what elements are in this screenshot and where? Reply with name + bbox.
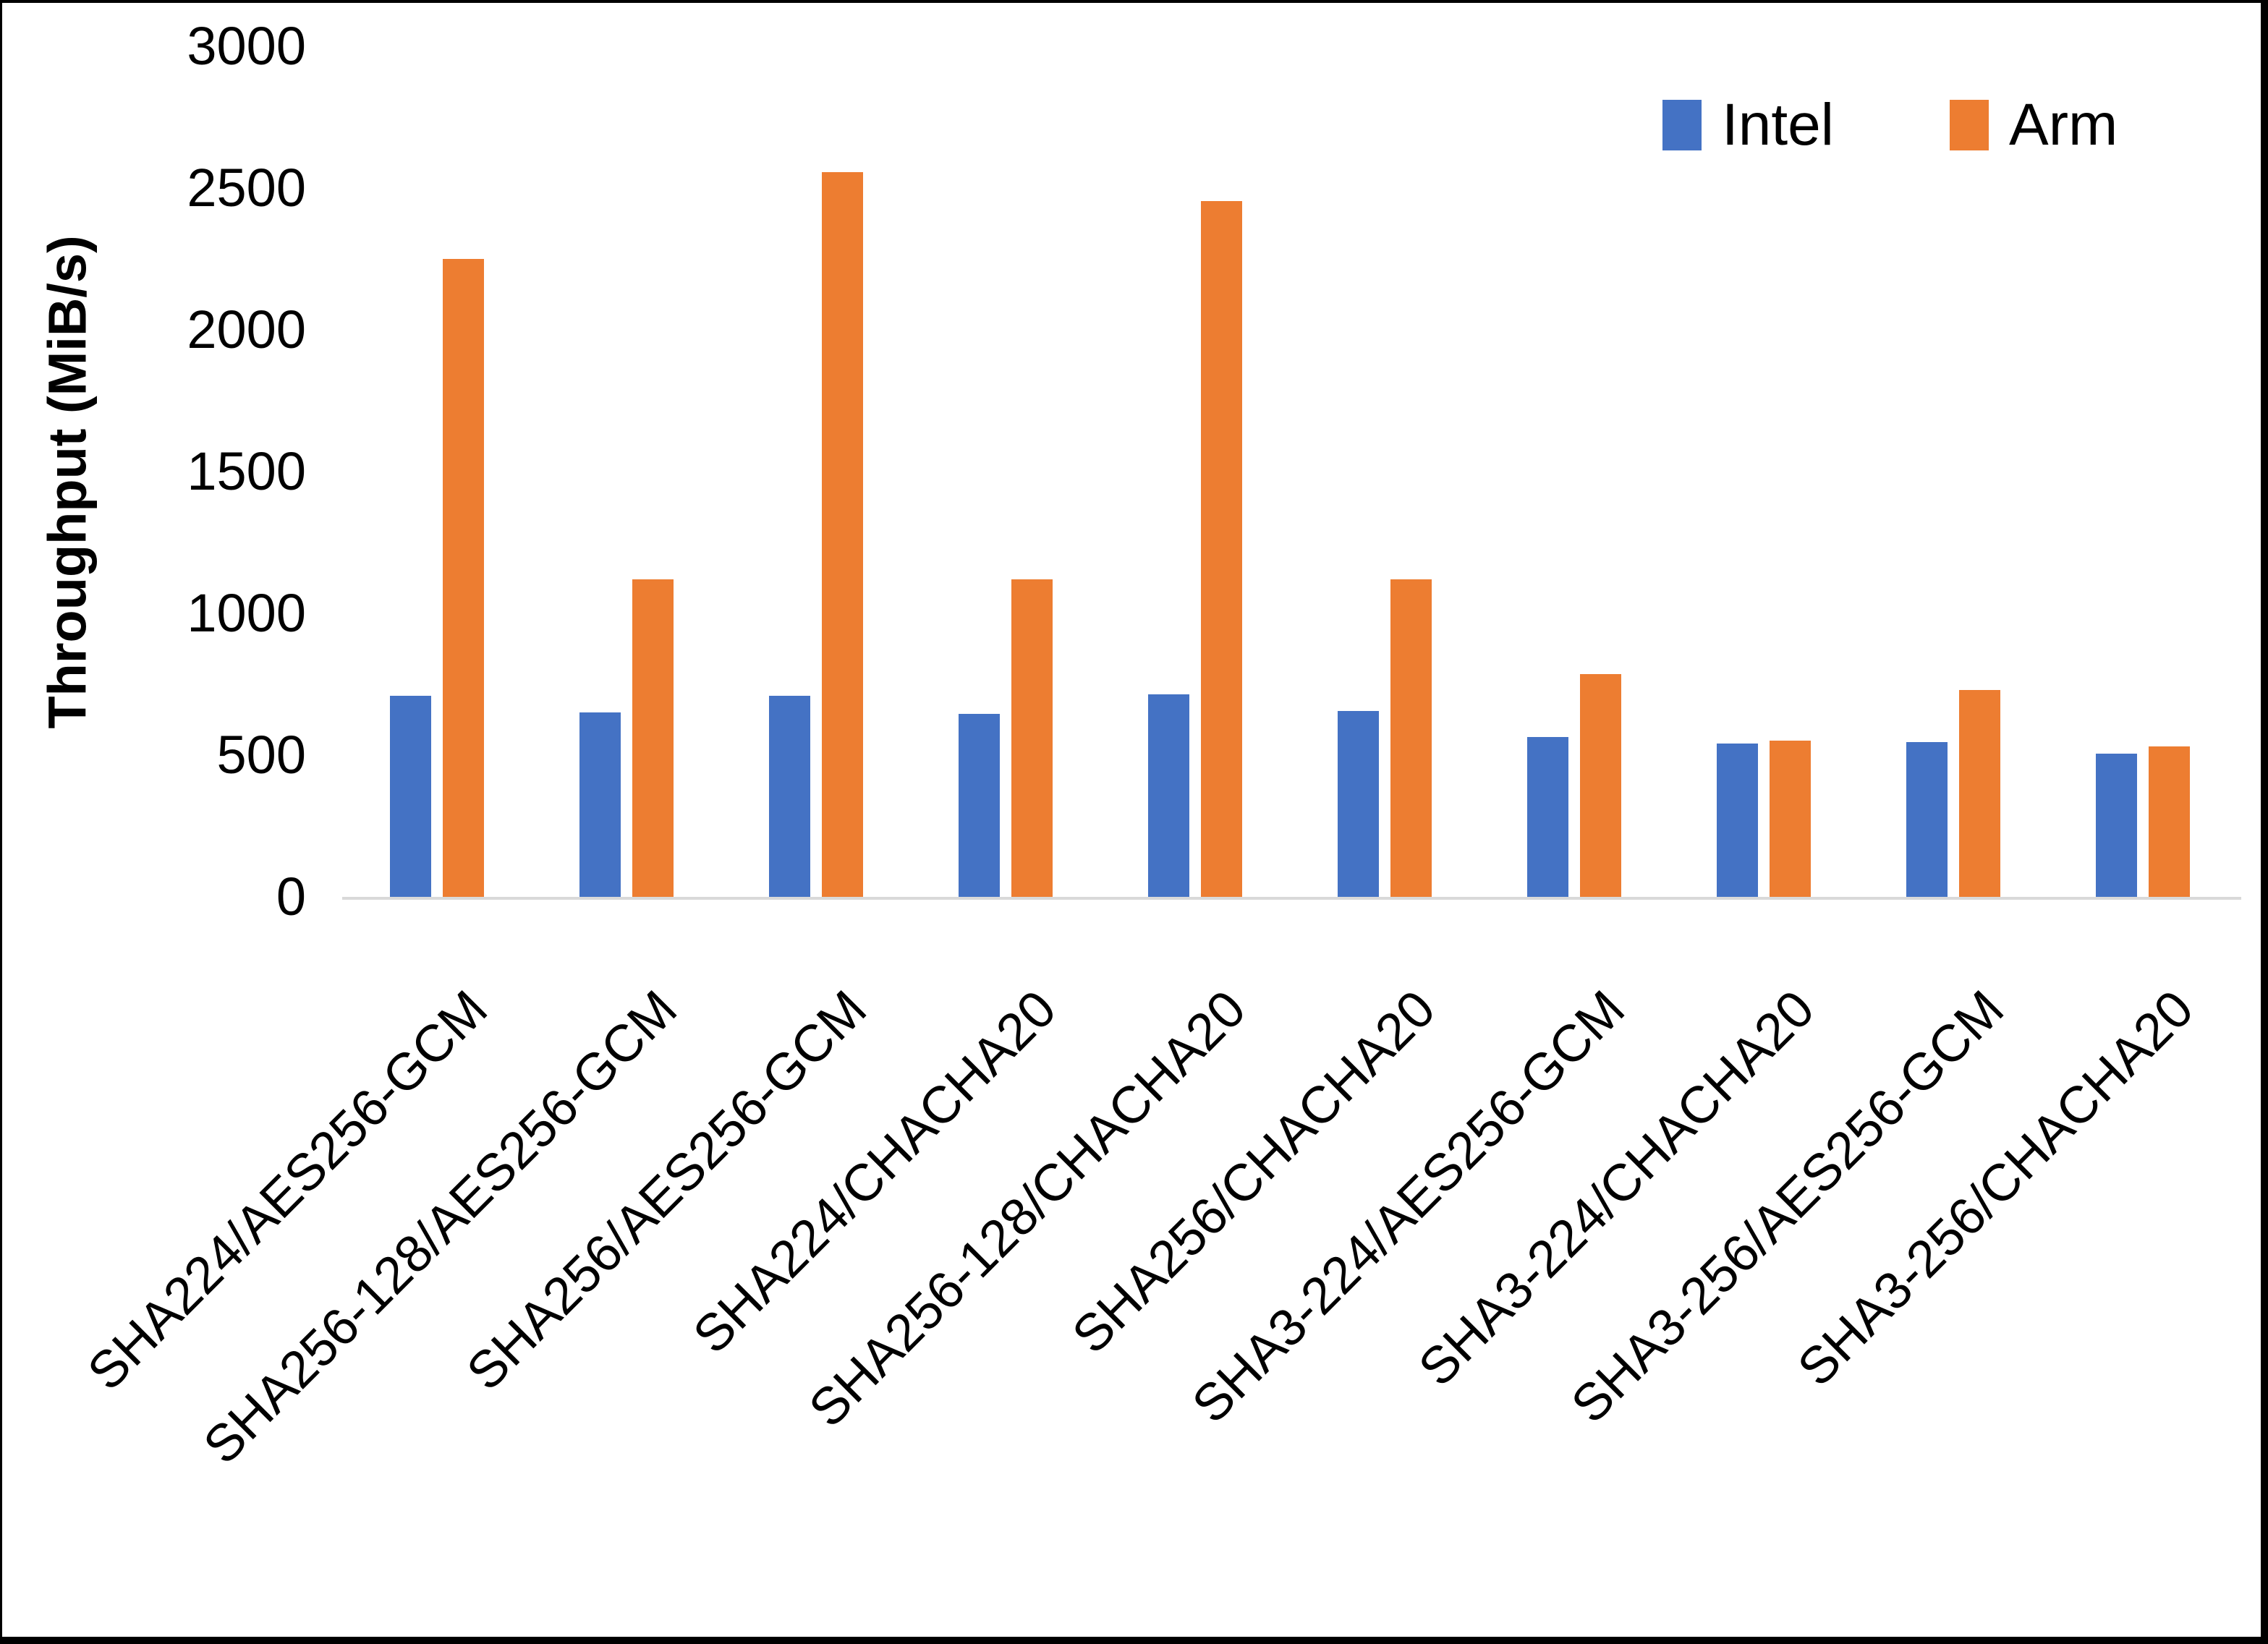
bar-intel — [769, 695, 810, 897]
x-axis-label: SHA224/AES256-GCM — [77, 979, 499, 1402]
y-tick-label: 1500 — [187, 441, 306, 501]
y-tick-label: 1000 — [187, 583, 306, 643]
bar-arm — [822, 172, 863, 897]
bar-arm — [1390, 579, 1432, 897]
bar-group — [1479, 46, 1669, 897]
bar-group — [342, 46, 532, 897]
bar-group — [2048, 46, 2238, 897]
bar-arm — [632, 579, 674, 897]
bar-arm — [2149, 746, 2190, 897]
y-tick-label: 2000 — [187, 299, 306, 359]
bar-arm — [1011, 579, 1053, 897]
bar-arm — [443, 259, 484, 897]
bar-intel — [1527, 736, 1568, 897]
bar-intel — [390, 695, 431, 897]
bar-group — [1669, 46, 1859, 897]
bar-arm — [1959, 689, 2000, 897]
bar-intel — [1906, 742, 1948, 897]
legend-item-arm: Arm — [1950, 95, 2118, 155]
bar-arm — [1770, 741, 1811, 897]
plot-area — [342, 46, 2238, 897]
bar-intel — [1148, 694, 1189, 897]
y-tick-label: 500 — [216, 725, 306, 785]
y-tick-label: 2500 — [187, 158, 306, 218]
bar-arm — [1201, 200, 1242, 897]
bar-group — [1859, 46, 2048, 897]
bar-intel — [2096, 754, 2137, 897]
bar-group — [1100, 46, 1290, 897]
bar-group — [532, 46, 721, 897]
bar-intel — [1338, 711, 1379, 897]
legend-swatch-icon — [1950, 100, 1989, 150]
y-tick-label: 0 — [276, 866, 306, 927]
legend: Intel Arm — [1662, 95, 2118, 155]
y-tick-label: 3000 — [187, 16, 306, 76]
bar-arm — [1580, 674, 1621, 897]
legend-label: Arm — [2009, 92, 2118, 158]
legend-label: Intel — [1722, 92, 1834, 158]
x-axis-line — [342, 897, 2241, 900]
bar-group — [721, 46, 911, 897]
bar-group — [1290, 46, 1479, 897]
legend-item-intel: Intel — [1662, 95, 1834, 155]
bar-intel — [1717, 744, 1758, 897]
bar-intel — [579, 712, 621, 897]
bar-group — [911, 46, 1100, 897]
legend-swatch-icon — [1662, 100, 1702, 150]
bar-intel — [959, 714, 1000, 897]
